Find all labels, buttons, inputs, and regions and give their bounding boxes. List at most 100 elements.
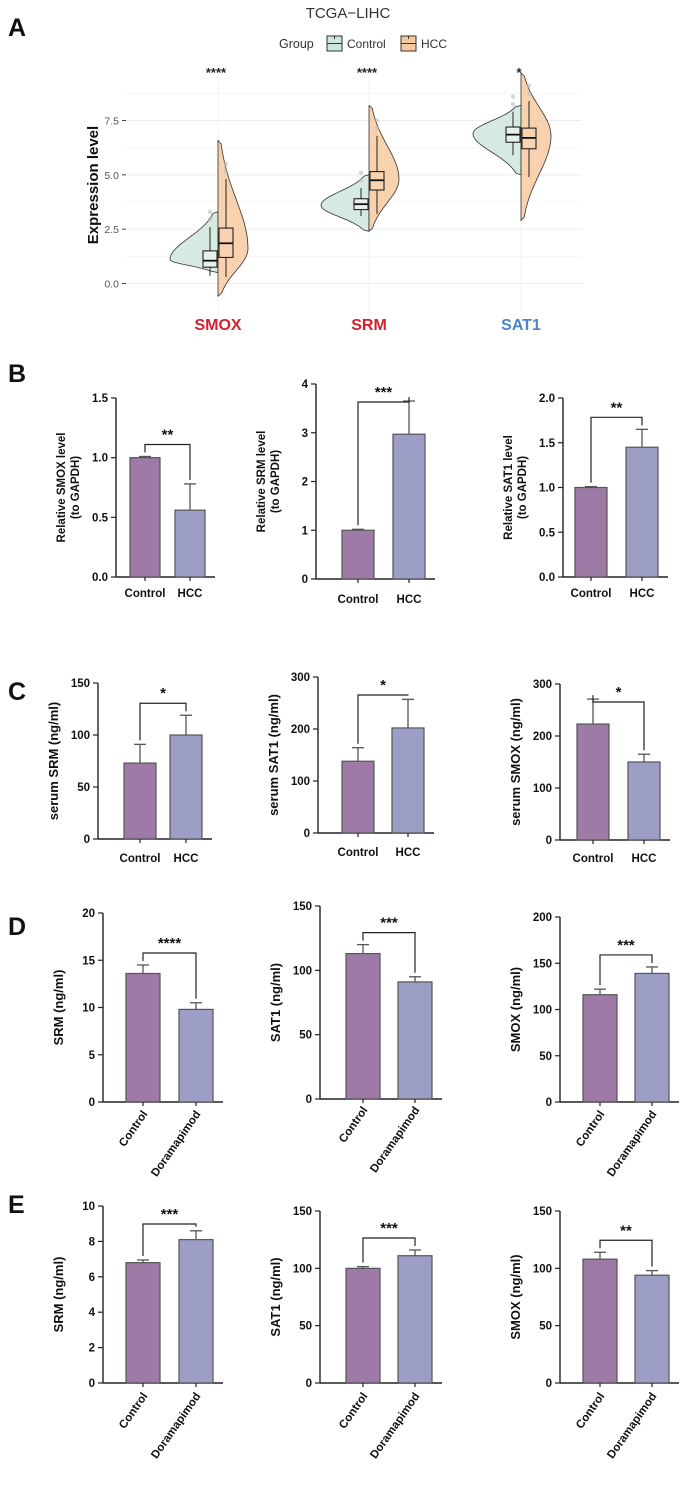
bar-control — [125, 972, 161, 1103]
outlier-point — [374, 125, 380, 131]
x-tick-label: Control — [117, 1391, 150, 1431]
panel-a-violin-chart: 0.0 2.5 5.0 7.5 TCGA−LIHC Group Control HCC Expr… — [85, 5, 582, 334]
significance-bracket — [362, 1237, 416, 1263]
x-tick-label: HCC — [397, 594, 422, 606]
outlier-point — [207, 217, 213, 222]
bar-chart-b2: 0 1 2 3 4 Relative SRM level (to GAPDH) Control… — [256, 379, 435, 606]
bar-control — [341, 760, 375, 834]
bar-hcc — [627, 761, 661, 841]
outlier-point — [207, 209, 213, 214]
bar-doramapimod — [397, 981, 433, 1100]
y-axis-label: SRM (ng/ml) — [51, 970, 66, 1046]
bar-doramapimod — [178, 1008, 214, 1103]
y-tick-label: 150 — [533, 958, 552, 970]
bar-control — [129, 457, 161, 578]
significance-marker: ** — [611, 399, 623, 416]
y-axis-label: (to GAPDH) — [70, 456, 82, 519]
outlier-point — [223, 169, 229, 174]
significance-marker: ** — [620, 1222, 632, 1239]
significance-bracket — [357, 694, 409, 744]
y-tick-label: 100 — [533, 1005, 552, 1017]
bar-doramapimod — [634, 972, 670, 1103]
y-tick-label: 300 — [533, 679, 552, 691]
bar-chart-b3: 0.0 0.5 1.0 1.5 2.0 Relative SAT1 level (to GA… — [503, 393, 668, 600]
y-axis-label: SRM (ng/ml) — [51, 1257, 66, 1333]
significance-marker: *** — [375, 384, 393, 401]
panel-label-d: D — [8, 913, 26, 941]
y-tick-label: 0.5 — [539, 527, 556, 539]
bar-hcc — [169, 734, 203, 840]
y-axis-label: SMOX (ng/ml) — [508, 1254, 523, 1339]
y-tick-label: 2 — [302, 477, 308, 489]
y-tick-label: 150 — [293, 1206, 312, 1218]
y-tick-label: 0 — [302, 574, 308, 586]
bar-control — [345, 1267, 381, 1384]
x-tick-label: Control — [117, 1109, 150, 1149]
x-tick-label: Doramapimod — [368, 1105, 422, 1175]
y-tick-label: 0 — [546, 1097, 552, 1109]
x-tick-label: Control — [120, 853, 161, 865]
y-tick-label: 100 — [71, 730, 90, 742]
bar-doramapimod — [397, 1255, 433, 1384]
significance-marker: **** — [158, 935, 182, 952]
y-tick-label: 200 — [533, 912, 552, 924]
legend-title: Group — [279, 37, 314, 51]
bar-hcc — [625, 446, 659, 578]
significance-bracket — [599, 954, 653, 986]
panel-label-c: C — [8, 678, 26, 706]
x-tick-label-srm: SRM — [351, 317, 387, 334]
y-axis-label: SMOX (ng/ml) — [508, 967, 523, 1052]
y-axis-label: Relative SAT1 level — [503, 435, 515, 540]
y-tick-label: 2.5 — [104, 224, 119, 236]
significance-marker: * — [160, 685, 166, 702]
y-tick-label: 20 — [82, 908, 95, 920]
y-tick-label: 50 — [77, 782, 90, 794]
gene-group-smox: **** SMOX — [169, 65, 249, 334]
y-axis-label: (to GAPDH) — [270, 450, 282, 513]
y-tick-label: 50 — [299, 1321, 312, 1333]
y-tick-label: 0 — [546, 1378, 552, 1390]
x-tick-label: Control — [571, 588, 612, 600]
legend-label-hcc: HCC — [421, 37, 447, 51]
x-tick-label: Doramapimod — [149, 1391, 203, 1461]
y-tick-label: 5.0 — [104, 170, 119, 182]
y-tick-label: 150 — [293, 901, 312, 913]
y-tick-label: 100 — [533, 783, 552, 795]
y-tick-label: 1 — [302, 525, 309, 537]
x-tick-label: Control — [337, 1105, 370, 1145]
y-tick-label: 0 — [306, 1094, 312, 1106]
y-tick-label: 150 — [533, 1206, 552, 1218]
significance-marker: * — [380, 677, 386, 694]
y-axis-label: serum SMOX (ng/ml) — [508, 698, 523, 826]
x-tick-label-smox: SMOX — [194, 317, 241, 334]
significance-bracket — [144, 443, 191, 480]
y-tick-label: 0 — [546, 835, 552, 847]
y-tick-label: 2 — [89, 1343, 95, 1355]
significance-marker: **** — [357, 65, 378, 80]
bar-control — [582, 1258, 618, 1384]
significance-marker: * — [616, 684, 622, 701]
legend-label-control: Control — [347, 37, 386, 51]
outlier-point — [358, 178, 364, 183]
x-tick-label: HCC — [174, 853, 199, 865]
bar-control — [341, 529, 375, 580]
outlier-point — [510, 102, 516, 107]
x-tick-label: HCC — [630, 588, 655, 600]
bar-chart-b1: 0.0 0.5 1.0 1.5 Relative SMOX level (to GAPDH… — [56, 393, 215, 600]
y-tick-label: 100 — [293, 965, 312, 977]
y-tick-label: 4 — [302, 379, 309, 391]
x-tick-label: HCC — [178, 588, 203, 600]
y-tick-label: 8 — [89, 1236, 96, 1248]
y-tick-label: 10 — [82, 1003, 95, 1015]
y-axis-label: Expression level — [85, 126, 102, 244]
outlier-point — [374, 118, 380, 123]
y-tick-label: 0 — [89, 1378, 95, 1390]
violin-control — [320, 174, 370, 232]
bar-chart-c3: 0 100 200 300 serum SMOX (ng/ml) Control HCC * — [508, 679, 670, 865]
bar-doramapimod — [178, 1239, 214, 1384]
